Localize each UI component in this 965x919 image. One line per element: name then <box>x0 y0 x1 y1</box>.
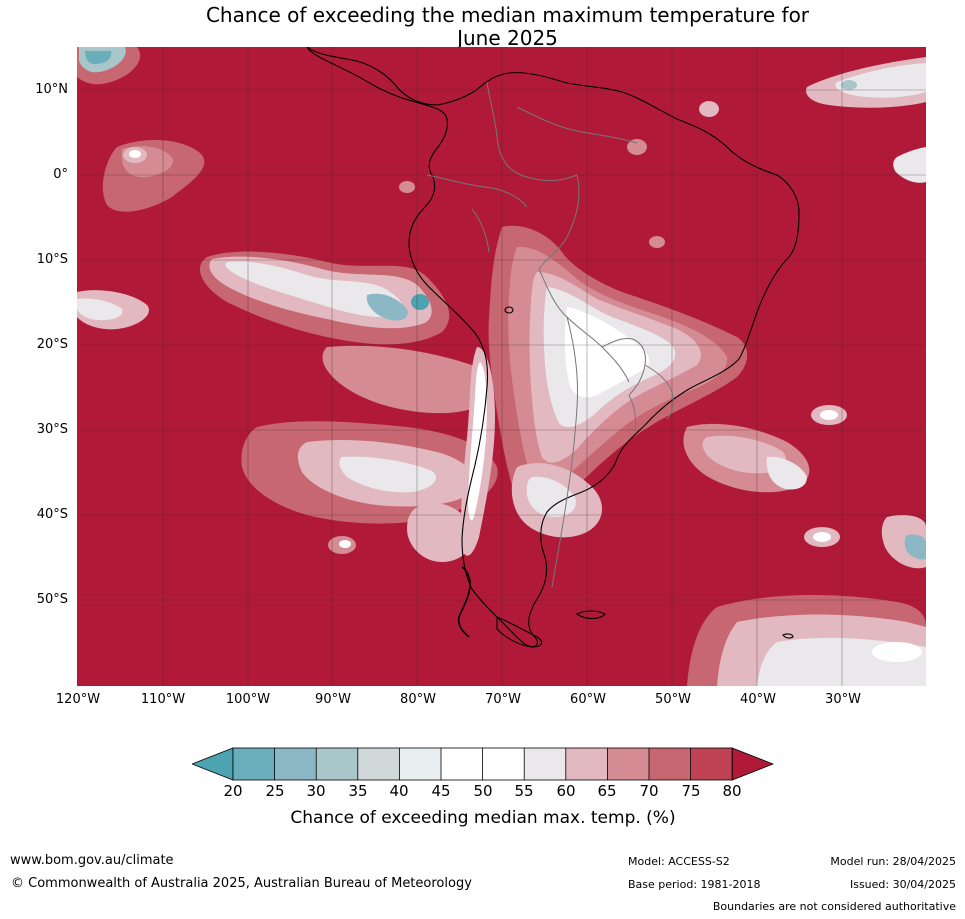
colorbar-bin-40-45 <box>399 748 441 780</box>
lat-label-10n: 10°N <box>35 82 68 97</box>
colorbar-tick-70: 70 <box>639 782 659 800</box>
colorbar-tick-80: 80 <box>722 782 742 800</box>
colorbar-bin-70-75 <box>649 748 691 780</box>
lon-label-100w: 100°W <box>225 692 271 707</box>
colorbar-tick-25: 25 <box>265 782 285 800</box>
colorbar-tick-75: 75 <box>681 782 701 800</box>
map-canvas <box>77 47 926 686</box>
colorbar-tick-50: 50 <box>473 782 493 800</box>
copyright-text: © Commonwealth of Australia 2025, Austra… <box>11 876 472 891</box>
colorbar-bin-65-70 <box>607 748 649 780</box>
colorbar-tick-60: 60 <box>556 782 576 800</box>
coastlines <box>306 47 800 648</box>
colorbar-bin-20-25 <box>233 748 275 780</box>
lon-label-50w: 50°W <box>655 692 691 707</box>
colorbar-bin-25-30 <box>274 748 317 780</box>
colorbar-bin-60-65 <box>565 748 608 780</box>
lat-label-30s: 30°S <box>36 422 68 437</box>
lat-label-0: 0° <box>53 167 68 182</box>
title-line-2: June 2025 <box>457 26 558 50</box>
colorbar-bin-50-55 <box>482 748 525 780</box>
colorbar <box>192 747 774 781</box>
title-line-1: Chance of exceeding the median maximum t… <box>205 3 810 27</box>
model-name: Model: ACCESS-S2 <box>628 855 730 868</box>
lon-label-110w: 110°W <box>140 692 186 707</box>
colorbar-tick-20: 20 <box>223 782 243 800</box>
graticule <box>77 47 926 686</box>
base-period: Base period: 1981-2018 <box>628 878 761 891</box>
colorbar-low-arrow <box>192 747 234 781</box>
colorbar-bin-75-80 <box>690 748 733 780</box>
lon-label-70w: 70°W <box>485 692 521 707</box>
forecast-map <box>77 47 926 686</box>
lat-label-40s: 40°S <box>36 507 68 522</box>
colorbar-bin-45-50 <box>441 748 483 780</box>
map-title: Chance of exceeding the median maximum t… <box>0 4 965 50</box>
boundary-disclaimer: Boundaries are not considered authoritat… <box>712 900 956 913</box>
lon-label-40w: 40°W <box>740 692 776 707</box>
issued-date: Issued: 30/04/2025 <box>849 878 956 891</box>
lat-label-20s: 20°S <box>36 337 68 352</box>
website-link[interactable]: www.bom.gov.au/climate <box>10 853 174 868</box>
lat-label-50s: 50°S <box>36 592 68 607</box>
colorbar-tick-40: 40 <box>389 782 409 800</box>
lon-label-30w: 30°W <box>825 692 861 707</box>
lon-label-80w: 80°W <box>400 692 436 707</box>
colorbar-bin-55-60 <box>524 748 566 780</box>
colorbar-high-arrow <box>731 747 774 781</box>
colorbar-tick-65: 65 <box>597 782 617 800</box>
colorbar-bin-35-40 <box>357 748 400 780</box>
colorbar-tick-45: 45 <box>431 782 451 800</box>
lon-label-60w: 60°W <box>570 692 606 707</box>
colorbar-tick-35: 35 <box>348 782 368 800</box>
colorbar-label: Chance of exceeding median max. temp. (%… <box>290 808 676 828</box>
colorbar-tick-30: 30 <box>306 782 326 800</box>
lon-label-90w: 90°W <box>315 692 351 707</box>
lat-label-10s: 10°S <box>36 252 68 267</box>
country-borders <box>426 81 674 588</box>
colorbar-tick-55: 55 <box>514 782 534 800</box>
colorbar-bin-30-35 <box>316 748 358 780</box>
lon-label-120w: 120°W <box>55 692 101 707</box>
model-run-date: Model run: 28/04/2025 <box>830 855 956 868</box>
probability-shading <box>77 47 926 686</box>
